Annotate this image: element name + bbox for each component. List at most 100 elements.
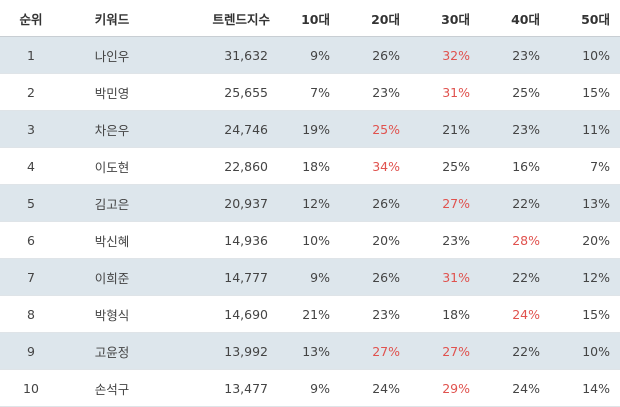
cell-age10: 12% [270, 184, 340, 222]
cell-age30: 31% [410, 258, 480, 296]
cell-rank: 9 [0, 332, 62, 370]
cell-age10: 9% [270, 258, 340, 296]
cell-trend-index: 13,992 [162, 332, 270, 370]
cell-age10: 13% [270, 332, 340, 370]
cell-rank: 10 [0, 369, 62, 407]
cell-age50: 12% [550, 258, 620, 296]
cell-age30: 29% [410, 369, 480, 407]
cell-age40: 24% [480, 369, 550, 407]
cell-age10: 9% [270, 36, 340, 74]
cell-age50: 10% [550, 332, 620, 370]
table-row: 2 박민영 25,655 7% 23% 31% 25% 15% [0, 73, 620, 111]
cell-age30: 18% [410, 295, 480, 333]
cell-trend-index: 14,777 [162, 258, 270, 296]
cell-age50: 11% [550, 110, 620, 148]
header-age50: 50대 [550, 0, 620, 37]
cell-age40: 16% [480, 147, 550, 185]
cell-age20: 25% [340, 110, 410, 148]
cell-rank: 5 [0, 184, 62, 222]
cell-keyword: 나인우 [62, 36, 162, 74]
table-row: 7 이희준 14,777 9% 26% 31% 22% 12% [0, 258, 620, 296]
cell-age20: 24% [340, 369, 410, 407]
cell-age10: 9% [270, 369, 340, 407]
cell-rank: 6 [0, 221, 62, 259]
cell-keyword: 고윤정 [62, 332, 162, 370]
cell-age40: 22% [480, 184, 550, 222]
cell-age40: 22% [480, 332, 550, 370]
cell-trend-index: 22,860 [162, 147, 270, 185]
cell-trend-index: 25,655 [162, 73, 270, 111]
header-keyword: 키워드 [62, 0, 162, 37]
cell-age40: 25% [480, 73, 550, 111]
cell-age20: 26% [340, 36, 410, 74]
cell-age50: 15% [550, 295, 620, 333]
table-row: 3 차은우 24,746 19% 25% 21% 23% 11% [0, 110, 620, 148]
header-age10: 10대 [270, 0, 340, 37]
cell-age50: 13% [550, 184, 620, 222]
header-age30: 30대 [410, 0, 480, 37]
cell-age40: 23% [480, 110, 550, 148]
cell-age10: 18% [270, 147, 340, 185]
cell-age10: 10% [270, 221, 340, 259]
cell-trend-index: 20,937 [162, 184, 270, 222]
cell-age10: 7% [270, 73, 340, 111]
table-body: 1 나인우 31,632 9% 26% 32% 23% 10% 2 박민영 25… [0, 36, 620, 407]
cell-age40: 24% [480, 295, 550, 333]
cell-keyword: 이도현 [62, 147, 162, 185]
cell-trend-index: 14,936 [162, 221, 270, 259]
header-age20: 20대 [340, 0, 410, 37]
header-age40: 40대 [480, 0, 550, 37]
cell-rank: 2 [0, 73, 62, 111]
cell-rank: 8 [0, 295, 62, 333]
cell-rank: 3 [0, 110, 62, 148]
cell-rank: 1 [0, 36, 62, 74]
cell-age40: 23% [480, 36, 550, 74]
cell-age20: 26% [340, 258, 410, 296]
cell-age30: 21% [410, 110, 480, 148]
cell-keyword: 박형식 [62, 295, 162, 333]
cell-trend-index: 14,690 [162, 295, 270, 333]
cell-rank: 7 [0, 258, 62, 296]
cell-age30: 31% [410, 73, 480, 111]
cell-age10: 19% [270, 110, 340, 148]
cell-age40: 22% [480, 258, 550, 296]
cell-age30: 23% [410, 221, 480, 259]
cell-age20: 23% [340, 73, 410, 111]
cell-age30: 25% [410, 147, 480, 185]
header-trend-index: 트렌드지수 [162, 0, 270, 37]
table-row: 5 김고은 20,937 12% 26% 27% 22% 13% [0, 184, 620, 222]
cell-age30: 32% [410, 36, 480, 74]
table-row: 1 나인우 31,632 9% 26% 32% 23% 10% [0, 36, 620, 74]
cell-age50: 14% [550, 369, 620, 407]
cell-age40: 28% [480, 221, 550, 259]
cell-age20: 20% [340, 221, 410, 259]
cell-keyword: 박민영 [62, 73, 162, 111]
cell-keyword: 이희준 [62, 258, 162, 296]
cell-age50: 7% [550, 147, 620, 185]
cell-trend-index: 13,477 [162, 369, 270, 407]
cell-age30: 27% [410, 332, 480, 370]
cell-trend-index: 24,746 [162, 110, 270, 148]
cell-age50: 20% [550, 221, 620, 259]
table-row: 10 손석구 13,477 9% 24% 29% 24% 14% [0, 369, 620, 407]
cell-trend-index: 31,632 [162, 36, 270, 74]
table-row: 9 고윤정 13,992 13% 27% 27% 22% 10% [0, 332, 620, 370]
cell-age50: 15% [550, 73, 620, 111]
table-row: 8 박형식 14,690 21% 23% 18% 24% 15% [0, 295, 620, 333]
cell-keyword: 박신혜 [62, 221, 162, 259]
cell-age20: 34% [340, 147, 410, 185]
cell-keyword: 손석구 [62, 369, 162, 407]
cell-rank: 4 [0, 147, 62, 185]
table-row: 4 이도현 22,860 18% 34% 25% 16% 7% [0, 147, 620, 185]
cell-age20: 23% [340, 295, 410, 333]
header-row: 순위 키워드 트렌드지수 10대 20대 30대 40대 50대 [0, 0, 620, 37]
cell-age10: 21% [270, 295, 340, 333]
cell-keyword: 차은우 [62, 110, 162, 148]
cell-age20: 27% [340, 332, 410, 370]
cell-keyword: 김고은 [62, 184, 162, 222]
cell-age30: 27% [410, 184, 480, 222]
cell-age50: 10% [550, 36, 620, 74]
table-row: 6 박신혜 14,936 10% 20% 23% 28% 20% [0, 221, 620, 259]
header-rank: 순위 [0, 0, 62, 37]
